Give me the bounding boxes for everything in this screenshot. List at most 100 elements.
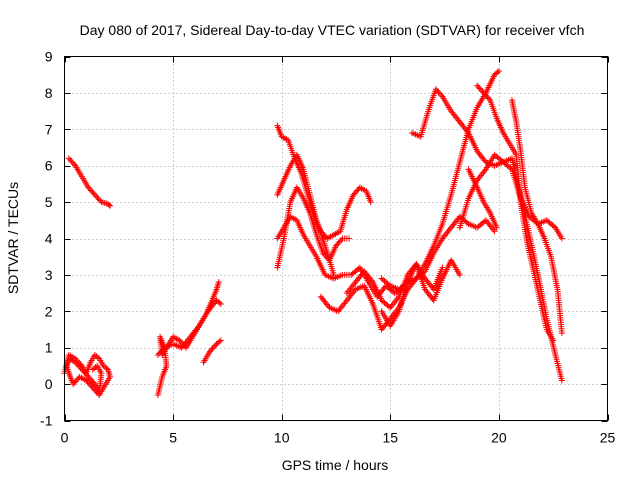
data-point — [491, 228, 498, 235]
data-point — [158, 347, 165, 354]
data-point — [208, 346, 215, 353]
data-point — [438, 92, 445, 99]
data-point — [160, 346, 167, 353]
data-point — [106, 201, 113, 208]
data-point — [76, 373, 83, 380]
data-point — [176, 337, 183, 344]
data-point — [154, 351, 161, 358]
data-point — [81, 369, 88, 376]
x-tick-label: 5 — [169, 430, 177, 446]
data-point — [319, 250, 326, 257]
y-tick-label: 0 — [45, 376, 53, 392]
y-tick-label: 3 — [45, 267, 53, 283]
data-point — [91, 365, 98, 372]
data-point — [479, 88, 486, 95]
x-tick-label: 0 — [61, 430, 69, 446]
data-point — [72, 378, 79, 385]
data-point — [346, 235, 353, 242]
data-point — [89, 188, 96, 195]
data-point — [157, 349, 164, 356]
y-tick-label: 4 — [45, 231, 53, 247]
data-point — [89, 378, 96, 385]
data-point — [217, 337, 224, 344]
data-point — [95, 196, 102, 203]
data-point — [493, 224, 500, 231]
data-point — [483, 92, 490, 99]
x-tick-label: 20 — [491, 430, 507, 446]
data-point — [434, 87, 441, 94]
data-point — [74, 362, 81, 369]
data-point — [207, 348, 214, 355]
data-point — [432, 86, 439, 93]
data-point — [90, 379, 97, 386]
data-point — [215, 279, 222, 286]
data-point — [335, 239, 342, 246]
data-point — [216, 338, 223, 345]
data-point — [156, 350, 163, 357]
data-point — [436, 90, 443, 97]
data-point — [87, 187, 94, 194]
data-point — [85, 380, 92, 387]
data-point — [71, 161, 78, 168]
data-point — [107, 202, 114, 209]
y-axis-label: SDTVAR / TECUs — [5, 182, 21, 294]
data-point — [439, 264, 446, 271]
data-point — [93, 193, 100, 200]
data-point — [86, 375, 93, 382]
data-point — [85, 184, 92, 191]
data-point — [494, 69, 501, 76]
data-point — [351, 190, 358, 197]
x-tick-labels: 0 5 10 15 20 25 — [61, 430, 616, 446]
data-point — [480, 89, 487, 96]
data-point — [80, 367, 87, 374]
data-point — [355, 265, 362, 272]
y-tick-label: -1 — [40, 413, 53, 429]
data-point — [212, 342, 219, 349]
data-point — [478, 86, 485, 93]
data-point — [367, 199, 374, 206]
data-point — [354, 187, 361, 194]
data-point — [558, 330, 565, 337]
data-point — [65, 155, 72, 162]
data-point — [338, 236, 345, 243]
data-point — [91, 191, 98, 198]
data-point — [334, 241, 341, 248]
data-point — [336, 238, 343, 245]
data-point — [474, 82, 481, 89]
data-point — [94, 194, 101, 201]
data-point — [68, 158, 75, 165]
data-point — [73, 360, 80, 367]
data-point — [558, 377, 565, 384]
data-point — [87, 376, 94, 383]
y-tick-label: 9 — [45, 49, 53, 65]
data-point — [209, 345, 216, 352]
x-tick-label: 10 — [274, 430, 290, 446]
axis-ticks — [64, 56, 609, 422]
data-point — [103, 365, 110, 372]
data-point — [78, 366, 85, 373]
data-point — [550, 223, 557, 230]
data-point — [87, 381, 94, 388]
data-point — [217, 301, 224, 308]
data-point — [85, 373, 92, 380]
data-point — [86, 185, 93, 192]
data-point — [69, 159, 76, 166]
x-tick-label: 25 — [600, 430, 616, 446]
data-point — [484, 94, 491, 101]
data-point — [475, 84, 482, 91]
y-tick-label: 1 — [45, 340, 53, 356]
data-point — [333, 242, 339, 249]
data-point — [216, 299, 223, 306]
data-point — [94, 354, 101, 361]
data-point — [90, 190, 97, 197]
y-tick-label: 6 — [45, 158, 53, 174]
data-point — [495, 68, 502, 75]
data-point — [435, 89, 442, 96]
x-tick-label: 15 — [383, 430, 399, 446]
data-point — [82, 370, 89, 377]
y-tick-label: 2 — [45, 303, 53, 319]
data-point — [74, 376, 81, 383]
data-points — [61, 68, 565, 399]
data-point — [385, 281, 392, 288]
